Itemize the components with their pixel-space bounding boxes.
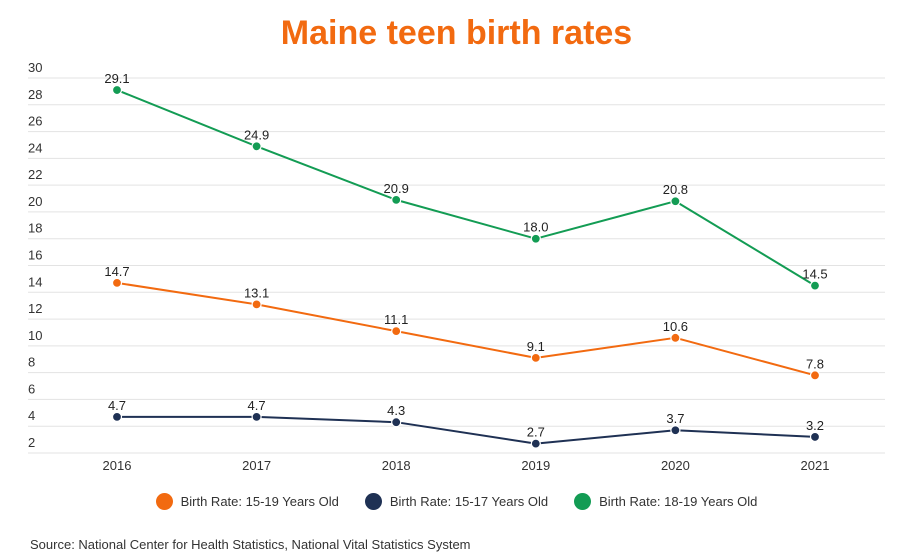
data-point xyxy=(391,194,402,205)
data-point xyxy=(111,84,123,96)
data-point xyxy=(670,332,681,343)
data-point xyxy=(111,411,123,422)
y-tick-label: 16 xyxy=(28,248,42,263)
x-tick-label: 2021 xyxy=(801,458,830,473)
y-tick-label: 22 xyxy=(28,167,42,182)
y-tick-label: 24 xyxy=(28,140,42,155)
data-point xyxy=(809,280,821,291)
x-tick-label: 2019 xyxy=(521,458,550,473)
data-labels: 14.7 13.1 11.1 9.1 10.6 7.8 4.7 4.7 4.3 2.7 3.7 3.2… xyxy=(104,71,827,440)
data-point xyxy=(530,352,541,364)
data-label: 2.7 xyxy=(527,425,545,440)
data-label: 10.6 xyxy=(663,319,688,334)
data-point xyxy=(391,417,402,428)
data-point xyxy=(670,196,681,207)
series-line xyxy=(117,415,816,445)
data-point xyxy=(530,438,541,449)
data-point xyxy=(670,425,681,436)
data-label: 13.1 xyxy=(244,285,269,300)
gridlines xyxy=(28,77,885,454)
legend-label: Birth Rate: 18-19 Years Old xyxy=(599,494,758,509)
y-tick-label: 18 xyxy=(28,221,42,236)
data-label: 9.1 xyxy=(527,339,545,354)
data-point xyxy=(251,141,262,152)
legend-swatch xyxy=(574,493,592,510)
data-point xyxy=(530,233,541,244)
legend-label: Birth Rate: 15-19 Years Old xyxy=(180,494,339,509)
x-tick-label: 2018 xyxy=(382,458,411,473)
data-label: 18.0 xyxy=(523,220,548,235)
x-tick-label: 2020 xyxy=(661,458,690,473)
data-label: 3.2 xyxy=(806,418,824,433)
data-point xyxy=(809,370,821,381)
data-point xyxy=(251,299,262,310)
y-tick-label: 20 xyxy=(28,194,42,209)
y-tick-label: 10 xyxy=(28,328,42,343)
data-label: 29.1 xyxy=(104,71,129,86)
data-label: 3.7 xyxy=(666,411,684,426)
series-line xyxy=(116,89,816,287)
data-label: 4.7 xyxy=(248,398,266,413)
data-point xyxy=(111,277,123,289)
y-tick-label: 26 xyxy=(28,114,42,129)
y-tick-label: 12 xyxy=(28,301,42,316)
data-label: 4.3 xyxy=(387,403,405,418)
legend-item: Birth Rate: 15-19 Years Old xyxy=(155,493,339,510)
data-label: 20.8 xyxy=(663,182,688,197)
series-line xyxy=(116,281,816,377)
data-label: 20.9 xyxy=(384,181,409,196)
data-label: 14.7 xyxy=(104,264,129,279)
x-tick-label: 2016 xyxy=(103,458,132,473)
y-tick-label: 28 xyxy=(28,87,42,102)
x-tick-label: 2017 xyxy=(242,458,271,473)
data-label: 7.8 xyxy=(806,356,824,371)
chart-title: Maine teen birth rates xyxy=(280,14,633,52)
x-axis-ticks: 2016 2017 2018 2019 2020 2021 xyxy=(103,458,830,473)
legend-label: Birth Rate: 15-17 Years Old xyxy=(389,494,549,509)
source-note: Source: National Center for Health Stati… xyxy=(30,537,471,552)
data-label: 14.5 xyxy=(802,267,827,282)
series-lines xyxy=(116,89,816,445)
legend-swatch xyxy=(364,493,382,510)
data-label: 24.9 xyxy=(244,127,269,142)
y-tick-label: 6 xyxy=(28,381,35,396)
series-points xyxy=(111,84,821,449)
y-tick-label: 30 xyxy=(28,60,42,75)
data-label: 4.7 xyxy=(108,398,126,413)
legend-swatch xyxy=(155,493,173,510)
data-label: 11.1 xyxy=(384,312,408,327)
y-tick-label: 14 xyxy=(28,274,42,289)
data-point xyxy=(809,431,821,443)
data-point xyxy=(251,411,262,422)
legend-item: Birth Rate: 18-19 Years Old xyxy=(574,493,757,510)
y-tick-label: 8 xyxy=(28,355,35,370)
legend: Birth Rate: 15-19 Years Old Birth Rate: 1… xyxy=(0,493,913,510)
legend-item: Birth Rate: 15-17 Years Old xyxy=(364,493,549,510)
y-tick-label: 2 xyxy=(28,435,35,450)
y-tick-label: 4 xyxy=(28,408,35,423)
data-point xyxy=(391,326,402,337)
